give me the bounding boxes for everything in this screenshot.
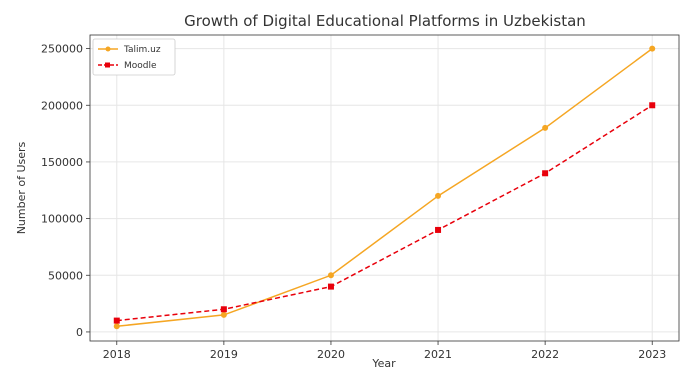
- y-tick-label: 0: [76, 326, 83, 339]
- x-tick-label: 2022: [531, 348, 559, 361]
- y-tick-label: 250000: [41, 43, 83, 56]
- x-tick-label: 2018: [103, 348, 131, 361]
- data-point-moodle: [435, 226, 442, 233]
- chart-title: Growth of Digital Educational Platforms …: [184, 12, 586, 30]
- legend-marker-moodle: [105, 62, 110, 68]
- data-point-talim-uz: [435, 192, 442, 199]
- data-point-talim-uz: [649, 45, 656, 52]
- grid: [90, 35, 679, 341]
- data-point-talim-uz: [113, 323, 120, 330]
- series-layer: [113, 45, 656, 330]
- series-line-talim-uz: [116, 47, 653, 328]
- series-moodle: [113, 102, 656, 324]
- legend-label-talim-uz: Talim.uz: [123, 45, 161, 55]
- y-tick-label: 200000: [41, 99, 83, 112]
- legend-label-moodle: Moodle: [124, 61, 157, 71]
- series-line-moodle: [116, 104, 653, 322]
- x-tick-label: 2019: [210, 348, 238, 361]
- legend-entry-moodle: Moodle: [98, 61, 157, 71]
- data-point-moodle: [649, 102, 656, 109]
- x-axis: 2018 2019 2020 2021 2022 2023: [103, 341, 666, 361]
- x-tick-label: 2023: [638, 348, 666, 361]
- legend-entry-talim-uz: Talim.uz: [98, 45, 161, 55]
- x-axis-label: Year: [371, 357, 396, 369]
- series-talim-uz: [113, 45, 656, 330]
- data-point-moodle: [220, 306, 227, 313]
- y-axis-label: Number of Users: [15, 141, 28, 234]
- x-tick-label: 2020: [317, 348, 345, 361]
- data-point-talim-uz: [327, 272, 334, 279]
- x-tick-label: 2021: [424, 348, 452, 361]
- plot-area-frame: [89, 34, 680, 342]
- data-point-moodle: [542, 170, 549, 177]
- data-point-talim-uz: [220, 311, 227, 318]
- data-point-moodle: [327, 283, 334, 290]
- legend-box: [92, 38, 176, 76]
- legend: Talim.uz Moodle: [92, 38, 176, 76]
- y-tick-label: 100000: [41, 213, 83, 226]
- y-tick-label: 50000: [48, 269, 83, 282]
- data-point-talim-uz: [542, 124, 549, 131]
- y-axis: 0 50000 100000 150000 200000 250000: [41, 43, 90, 339]
- legend-marker-talim-uz: [105, 46, 111, 52]
- data-point-moodle: [113, 317, 120, 324]
- y-tick-label: 150000: [41, 156, 83, 169]
